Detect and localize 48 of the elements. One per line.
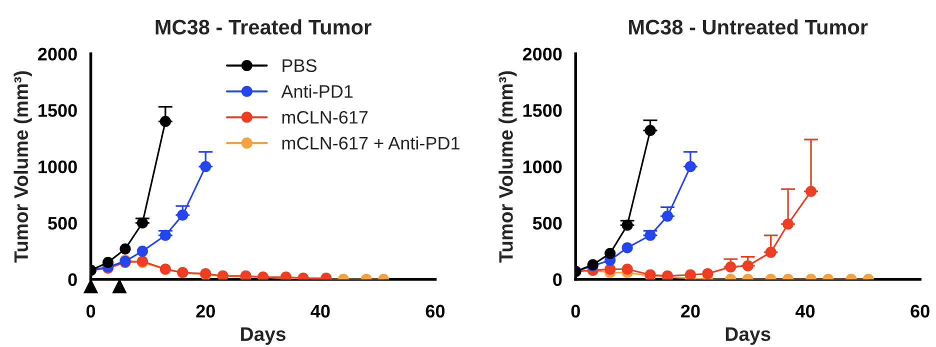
y-tick-label: 500 (532, 216, 562, 230)
y-axis-title: Tumor Volume (mm³) (14, 71, 32, 263)
x-tick-label: 0 (86, 304, 96, 318)
x-tick-label: 20 (681, 304, 700, 318)
point (604, 248, 616, 259)
x-tick-label: 60 (426, 304, 445, 318)
y-tick-label: 2000 (38, 48, 77, 61)
point (782, 218, 794, 230)
chart-title: MC38 - Untreated Tumor (629, 19, 868, 35)
point (622, 264, 633, 275)
point (120, 243, 131, 254)
y-tick-label: 1000 (523, 160, 562, 174)
chart-title: MC38 - Treated Tumor (156, 19, 372, 35)
point (136, 246, 148, 257)
point (160, 230, 171, 241)
point (662, 210, 674, 222)
y-tick-label: 1000 (38, 160, 77, 174)
x-axis-title: Days (726, 327, 770, 345)
x-tick-label: 60 (910, 304, 930, 318)
x-tick-label: 20 (196, 304, 215, 318)
y-tick-label: 2000 (522, 48, 562, 61)
point (702, 268, 714, 280)
point (136, 217, 148, 229)
point (644, 124, 656, 136)
x-axis-title: Days (241, 327, 286, 345)
x-tick-label: 0 (571, 304, 580, 318)
point (684, 161, 696, 172)
point (644, 230, 656, 241)
x-tick-label: 40 (310, 304, 330, 318)
y-tick-label: 1500 (523, 104, 562, 117)
legend-label: PBS (282, 59, 316, 72)
y-tick-label: 0 (68, 273, 77, 286)
point (160, 116, 171, 128)
point (177, 209, 188, 221)
point (805, 186, 817, 197)
point (622, 220, 633, 231)
y-tick-label: 500 (48, 216, 77, 230)
x-tick-label: 40 (796, 304, 815, 318)
point (765, 246, 776, 258)
legend-label: mCLN-617 (282, 110, 368, 124)
point (102, 256, 114, 268)
legend-label: Anti-PD1 (281, 84, 353, 98)
y-tick-label: 1500 (38, 104, 77, 117)
point (622, 242, 633, 254)
legend-label: mCLN-617 + Anti-PD1 (282, 136, 460, 150)
y-axis-title: Tumor Volume (mm³) (498, 71, 517, 263)
y-tick-label: 0 (553, 273, 562, 286)
point (200, 161, 212, 172)
